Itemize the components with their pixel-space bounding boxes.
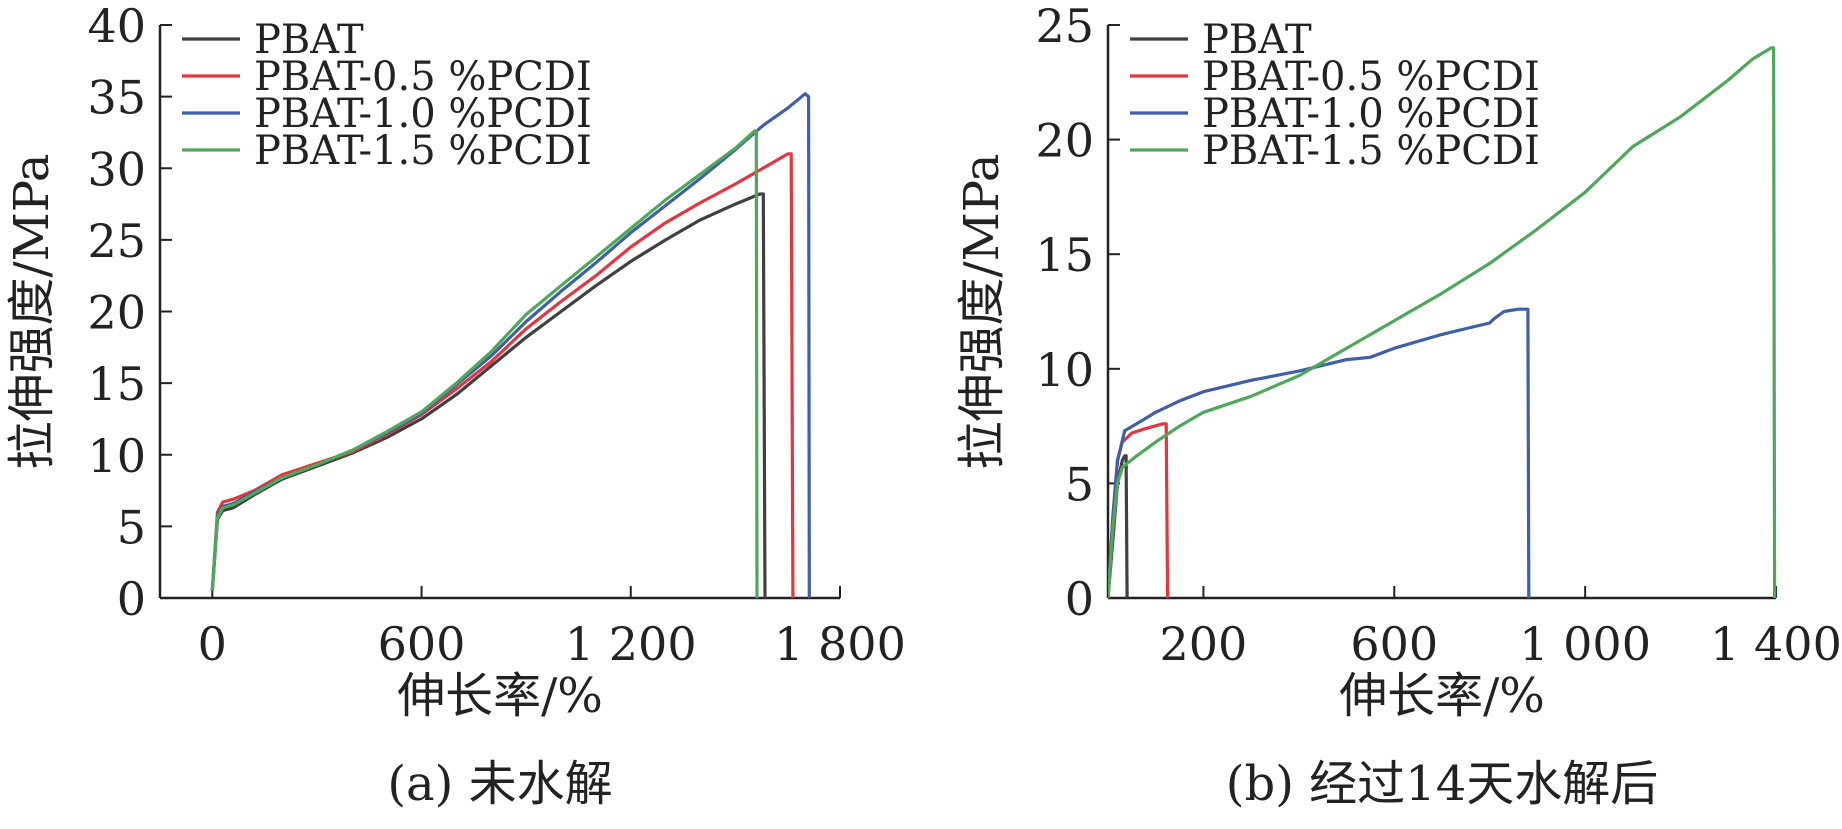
y-tick-label: 25 [1035, 0, 1094, 53]
legend-label: PBAT-1.5 %PCDI [1202, 128, 1540, 174]
series-line-pbat-0-5-pcdi [1108, 422, 1170, 598]
x-axis-label: 伸长率/% [397, 668, 603, 724]
chart-panel-b: 0 5 10 15 20 25 200 600 1 000 1 400 伸长率/% 拉伸强度/MPa (… [954, 0, 1842, 812]
series-line-pbat-0-5-pcdi [210, 152, 795, 598]
y-tick-label: 15 [87, 357, 146, 411]
y-tick-label: 35 [87, 71, 146, 125]
y-tick-label: 40 [87, 0, 146, 53]
y-tick-label: 10 [1035, 343, 1094, 397]
x-tick-label: 200 [1160, 617, 1248, 671]
y-tick-label: 15 [1035, 228, 1094, 282]
chart-caption: (a) 未水解 [387, 756, 612, 812]
y-tick-label: 25 [87, 214, 146, 268]
chart-caption: (b) 经过14天水解后 [1226, 756, 1659, 812]
y-tick-label: 30 [87, 142, 146, 196]
series-line-pbat-1-5-pcdi [210, 129, 759, 598]
x-tick-label: 600 [1350, 617, 1438, 671]
legend-label: PBAT-1.0 %PCDI [1202, 91, 1540, 137]
legend-label: PBAT-0.5 %PCDI [254, 54, 592, 100]
series-line-pbat [210, 192, 767, 598]
y-tick-label: 10 [87, 429, 146, 483]
x-tick-label: 0 [198, 617, 227, 671]
y-axis-label: 拉伸强度/MPa [954, 153, 1010, 469]
series-line-pbat-1-0-pcdi [1108, 307, 1531, 598]
y-tick-label: 20 [87, 286, 146, 340]
legend-label: PBAT [1202, 17, 1312, 63]
y-tick-label: 0 [1065, 572, 1094, 626]
y-axis-label: 拉伸强度/MPa [4, 153, 60, 469]
y-tick-label: 20 [1035, 114, 1094, 168]
legend-label: PBAT-0.5 %PCDI [1202, 54, 1540, 100]
legend-label: PBAT-1.0 %PCDI [254, 91, 592, 137]
x-tick-label: 1 800 [774, 617, 906, 671]
legend-label: PBAT-1.5 %PCDI [254, 128, 592, 174]
series-line-pbat-1-5-pcdi [1108, 46, 1777, 598]
x-tick-label: 1 000 [1519, 617, 1651, 671]
legend-label: PBAT [254, 17, 364, 63]
y-tick-label: 5 [117, 500, 146, 554]
x-axis-label: 伸长率/% [1339, 668, 1545, 724]
x-tick-label: 600 [378, 617, 466, 671]
x-tick-label: 1 200 [565, 617, 697, 671]
y-tick-label: 0 [117, 572, 146, 626]
x-tick-label: 1 400 [1710, 617, 1842, 671]
chart-panel-a: 0 5 10 15 20 25 30 35 40 0 600 1 200 1 800 伸长率/% 拉伸强度/… [4, 0, 906, 812]
y-tick-label: 5 [1065, 457, 1094, 511]
